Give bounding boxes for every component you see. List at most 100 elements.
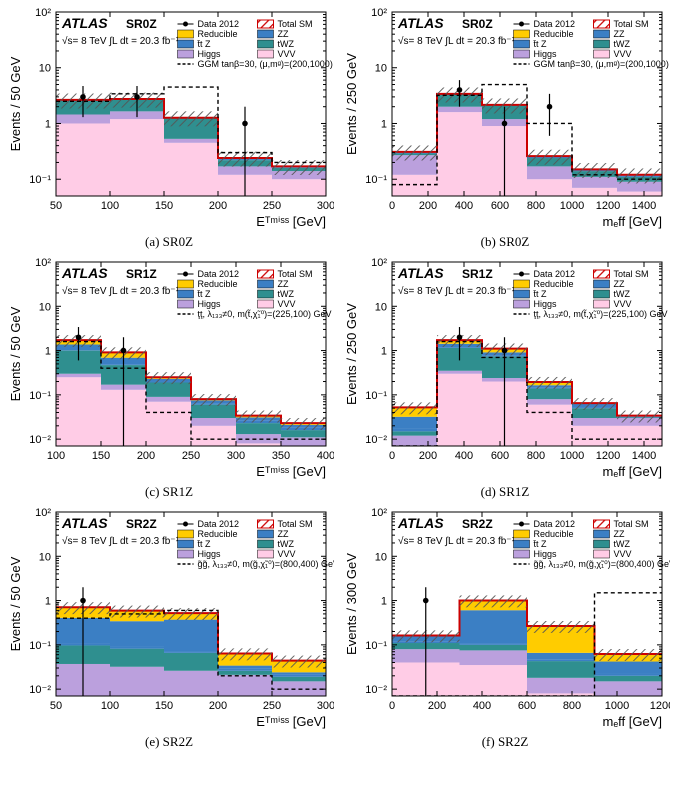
x-axis-title: mₑff [GeV] [603,214,663,229]
svg-text:1400: 1400 [632,200,656,212]
stack-higgs [460,650,528,665]
svg-text:10⁻¹: 10⁻¹ [29,640,51,652]
svg-text:1000: 1000 [605,700,629,712]
stack-higgs [191,418,236,426]
stack-vvv [617,192,662,196]
config-line: √s= 8 TeV ∫L dt = 20.3 fb⁻¹ [62,285,180,297]
total-sm-uncert [218,648,272,660]
svg-text:0: 0 [389,450,395,462]
legend-item: Data 2012 [534,269,576,279]
svg-text:150: 150 [155,200,173,212]
svg-text:600: 600 [491,450,509,462]
atlas-label: ATLAS [397,515,444,531]
config-line: √s= 8 TeV ∫L dt = 20.3 fb⁻¹ [398,285,516,297]
svg-text:10²: 10² [35,507,51,519]
data-point [76,334,82,340]
data-point [242,121,248,127]
svg-text:400: 400 [473,700,491,712]
data-point [80,598,86,604]
x-axis-title: Eᵀᵐⁱˢˢ [GeV] [256,214,326,229]
legend-item: t̄t Z [197,289,211,299]
legend-item: GGM tanβ=30, (μ,mᵍ)=(200,1000) GeV [534,59,671,69]
legend-item: t̄t Z [197,39,211,49]
y-axis-title: Events / 50 GeV [8,556,23,651]
data-point [457,334,463,340]
legend-item: g̃g̃, λ₁₃₃≠0, m(g̃,χ̃₁⁰)=(800,400) GeV [533,559,670,569]
svg-text:10²: 10² [35,257,51,269]
legend-item: Data 2012 [198,519,240,529]
total-sm-uncert [527,150,572,165]
legend-item: GGM tanβ=30, (μ,mᵍ)=(200,1000) GeV [198,59,335,69]
svg-text:10⁻²: 10⁻² [29,434,51,446]
data-point [134,94,140,100]
svg-text:1: 1 [45,346,51,358]
svg-text:800: 800 [527,200,545,212]
total-sm-uncert [110,606,164,618]
stack-higgs [218,675,272,696]
svg-text:200: 200 [209,200,227,212]
legend-item: Total SM [278,519,313,529]
stack-vvv [527,179,572,196]
stack-ttz [218,669,272,671]
legend-item: t̄t Z [197,539,211,549]
config-line: √s= 8 TeV ∫L dt = 20.3 fb⁻¹ [62,535,180,547]
svg-text:100: 100 [101,700,119,712]
svg-text:10⁻¹: 10⁻¹ [365,390,387,402]
svg-text:1200: 1200 [650,700,670,712]
legend-item: tWZ [614,39,631,49]
legend-item: Reducible [198,279,238,289]
svg-text:1: 1 [381,596,387,608]
y-axis-title: Events / 50 GeV [8,56,23,151]
legend-item: ZZ [278,279,289,289]
total-sm-uncert [460,595,528,607]
stack-twz [527,388,572,399]
data-point [502,348,508,354]
stack-vvv [572,188,617,196]
legend-item: Reducible [198,29,238,39]
sr-label: SR2Z [462,517,493,531]
stack-vvv [164,143,218,196]
stack-higgs [164,671,218,696]
svg-text:300: 300 [317,700,334,712]
stack-higgs [110,667,164,696]
svg-text:10⁻²: 10⁻² [365,684,387,696]
total-sm-uncert [146,372,191,384]
svg-text:200: 200 [428,700,446,712]
legend-item: t̄t Z [533,539,547,549]
atlas-label: ATLAS [397,15,444,31]
total-sm-uncert [272,656,326,668]
svg-text:10²: 10² [371,257,387,269]
stack-twz [527,661,595,678]
legend-item: tWZ [614,289,631,299]
svg-text:50: 50 [50,200,62,212]
stack-vvv [617,426,662,446]
legend-item: t̄t Z [533,289,547,299]
legend-item: VVV [278,49,296,59]
stack-ttz [527,660,595,661]
data-point [423,598,429,604]
svg-text:10⁻¹: 10⁻¹ [29,174,51,186]
caption-e: (e) SR2Z [145,734,193,750]
legend-item: t̄t Z [533,39,547,49]
stack-zz [272,672,326,675]
x-axis-title: mₑff [GeV] [603,464,663,479]
stack-vvv [110,119,164,196]
legend-item: Higgs [534,549,558,559]
legend-item: Data 2012 [198,19,240,29]
y-axis-title: Events / 250 GeV [344,303,359,405]
stack-twz [392,431,437,435]
svg-text:100: 100 [47,450,65,462]
svg-text:800: 800 [563,700,581,712]
svg-text:400: 400 [455,450,473,462]
legend-item: VVV [278,549,296,559]
atlas-label: ATLAS [397,265,444,281]
stack-vvv [437,112,482,196]
data-point [121,348,127,354]
svg-text:200: 200 [419,200,437,212]
stack-vvv [191,426,236,446]
total-sm-uncert [392,402,437,414]
legend-item: Reducible [534,29,574,39]
svg-text:10⁻¹: 10⁻¹ [365,640,387,652]
stack-ttz [392,429,437,431]
legend-item: ZZ [614,29,625,39]
